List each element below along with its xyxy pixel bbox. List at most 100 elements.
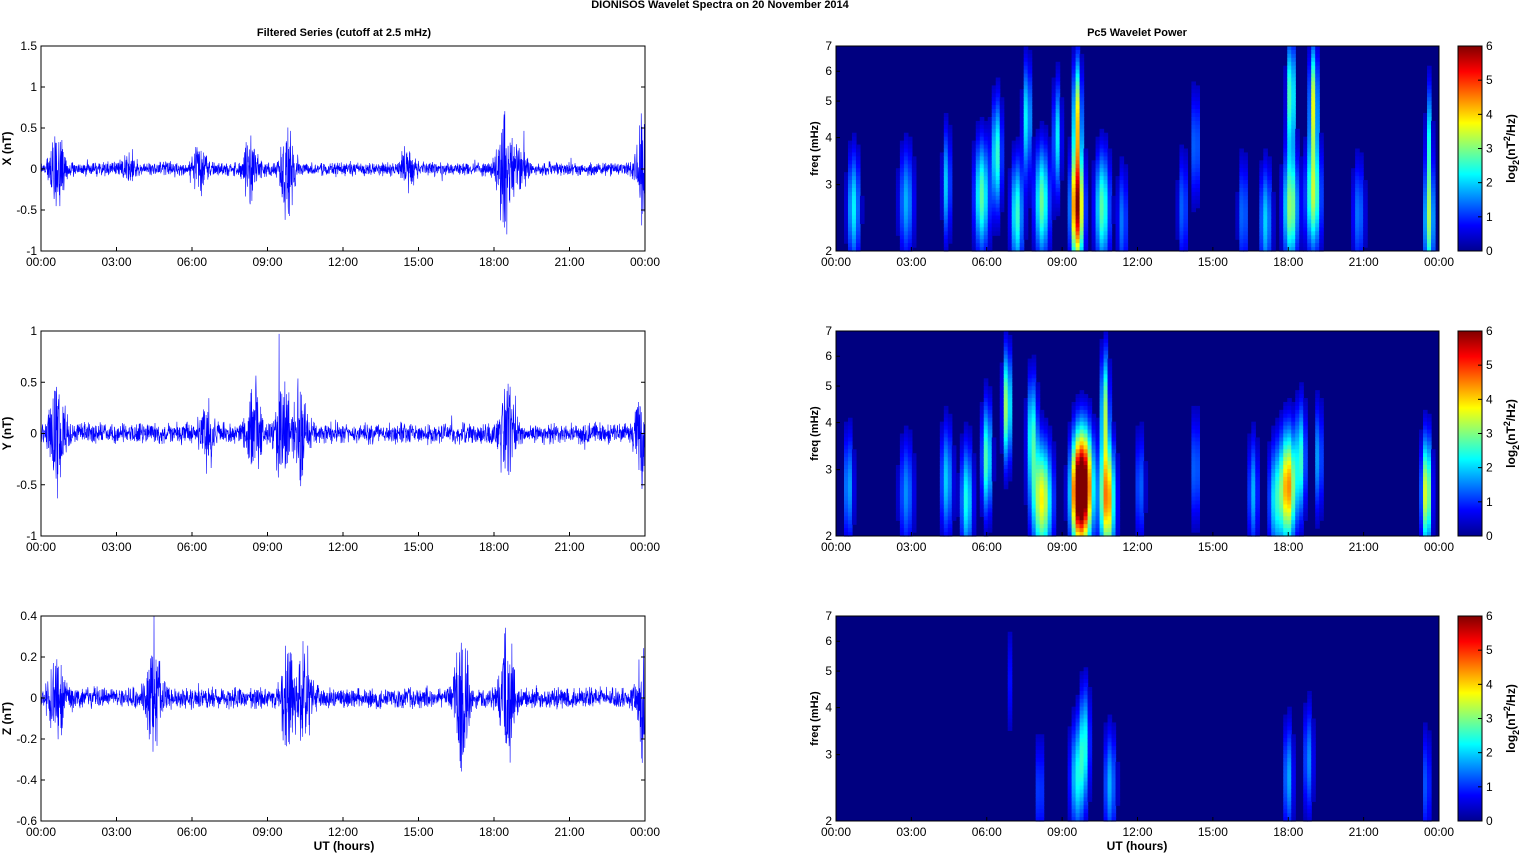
- heatmap-cell: [1279, 445, 1284, 450]
- heatmap-cell: [1307, 81, 1312, 87]
- heatmap-cell: [1359, 168, 1364, 173]
- heatmap-cell: [1427, 73, 1432, 79]
- heatmap-cell: [1183, 207, 1189, 213]
- heatmap-cell: [1123, 195, 1129, 201]
- heatmap-cell: [1091, 168, 1097, 173]
- heatmap-cell: [979, 219, 985, 224]
- heatmap-cell: [899, 441, 905, 446]
- heatmap-cell: [959, 433, 965, 439]
- heatmap-cell: [991, 191, 997, 197]
- heatmap-cell: [995, 77, 1001, 83]
- heatmap-cell: [1355, 219, 1360, 224]
- heatmap-cell: [983, 472, 989, 478]
- heatmap-cell: [1267, 203, 1272, 209]
- heatmap-cell: [1099, 346, 1105, 352]
- heatmap-cell: [1283, 160, 1288, 165]
- heatmap-cell: [1263, 243, 1268, 248]
- heatmap-cell: [1247, 524, 1252, 529]
- heatmap-cell: [1287, 425, 1292, 431]
- heatmap-cell: [1091, 417, 1097, 423]
- heatmap-cell: [1287, 113, 1292, 118]
- heatmap-cell: [1191, 500, 1196, 506]
- heatmap-cell: [1071, 136, 1077, 142]
- heatmap-cell: [1115, 480, 1121, 486]
- heatmap-cell: [1239, 219, 1244, 224]
- heatmap-cell: [907, 445, 913, 450]
- heatmap-cell: [1111, 504, 1117, 509]
- heatmap-cell: [1059, 109, 1065, 114]
- line-x-series: [40, 111, 646, 235]
- heatmap-cell: [1319, 496, 1324, 502]
- heatmap-cell: [1291, 132, 1296, 138]
- heatmap-cell: [1067, 801, 1073, 806]
- heatmap-cell: [843, 461, 849, 466]
- heatmap-cell: [1003, 386, 1009, 391]
- heatmap-cell: [1251, 453, 1256, 458]
- heatmap-cell: [903, 425, 909, 431]
- heatmap-cell: [1239, 195, 1244, 201]
- heatmap-cell: [1423, 413, 1428, 419]
- heatmap-cell: [1299, 508, 1304, 513]
- heatmap-cell: [1051, 512, 1057, 517]
- heatmap-cell: [1355, 223, 1360, 228]
- heatmap-cell: [991, 449, 997, 454]
- unit: /Hz): [1504, 114, 1518, 136]
- heatmap-cell: [947, 148, 953, 154]
- heatmap-cell: [1007, 195, 1013, 201]
- heatmap-cell: [1295, 219, 1300, 224]
- heatmap-cell: [1011, 215, 1017, 221]
- heatmap-cell: [1099, 366, 1105, 372]
- heatmap-cell: [983, 180, 989, 185]
- heatmap-cell: [1035, 168, 1041, 173]
- heatmap-cell: [1287, 89, 1292, 94]
- heatmap-cell: [1239, 176, 1244, 181]
- heatmap-cell: [899, 512, 905, 517]
- heatmap-cell: [1427, 223, 1432, 228]
- heatmap-cell: [995, 164, 1001, 169]
- heatmap-cell: [1051, 136, 1057, 142]
- heatmap-cell: [1135, 453, 1141, 458]
- heatmap-cell: [1079, 136, 1085, 142]
- heatmap-cell: [1079, 528, 1085, 533]
- heatmap-cell: [899, 480, 905, 486]
- heatmap-y-ytick-label: 3: [825, 463, 832, 477]
- heatmap-cell: [1067, 753, 1073, 759]
- heatmap-cell: [1195, 113, 1200, 118]
- heatmap-cell: [999, 425, 1005, 431]
- line-z-series: [40, 615, 646, 772]
- heatmap-cell: [1007, 710, 1013, 716]
- heatmap-cell: [979, 183, 985, 189]
- heatmap-cell: [855, 144, 861, 150]
- heatmap-cell: [1267, 492, 1272, 498]
- heatmap-cell: [1315, 195, 1320, 201]
- heatmap-cell: [1303, 219, 1308, 224]
- heatmap-cell: [1071, 46, 1077, 51]
- heatmap-cell: [1051, 172, 1057, 177]
- heatmap-cell: [1315, 164, 1320, 169]
- heatmap-cell: [1079, 433, 1085, 439]
- heatmap-cell: [907, 472, 913, 478]
- heatmap-cell: [1423, 243, 1428, 248]
- heatmap-cell: [1079, 441, 1085, 446]
- heatmap-cell: [1091, 484, 1097, 490]
- heatmap-cell: [1239, 211, 1244, 217]
- heatmap-cell: [1075, 113, 1081, 118]
- heatmap-cell: [1027, 195, 1033, 201]
- heatmap-cell: [1075, 425, 1081, 431]
- heatmap-cell: [843, 504, 849, 509]
- heatmap-cell: [1307, 160, 1312, 165]
- heatmap-cell: [1027, 421, 1033, 427]
- heatmap-cell: [987, 472, 993, 478]
- heatmap-cell: [1107, 231, 1113, 236]
- heatmap-cell: [1099, 172, 1105, 177]
- heatmap-cell: [1083, 156, 1089, 161]
- heatmap-cell: [1023, 187, 1029, 193]
- heatmap-cell: [1427, 516, 1432, 521]
- heatmap-cell: [1039, 461, 1045, 466]
- heatmap-cell: [1195, 136, 1200, 142]
- heatmap-cell: [1071, 528, 1077, 533]
- heatmap-cell: [1075, 136, 1081, 142]
- heatmap-cell: [1247, 508, 1252, 513]
- heatmap-cell: [1191, 172, 1196, 177]
- heatmap-cell: [1283, 449, 1288, 454]
